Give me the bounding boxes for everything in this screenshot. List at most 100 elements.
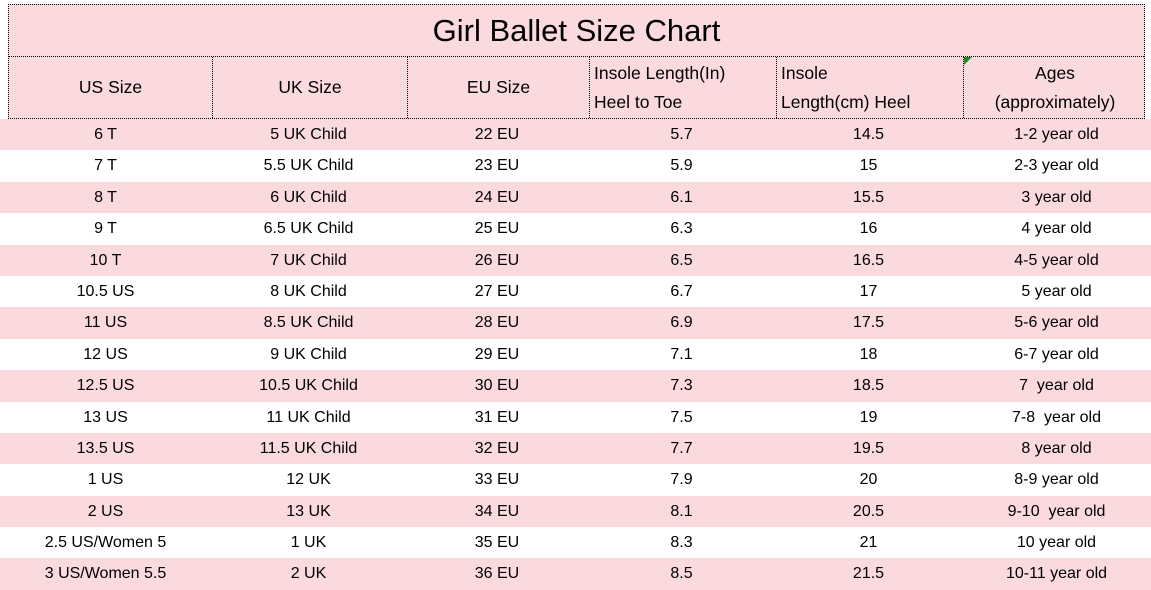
table-cell: 19.5: [852, 439, 885, 457]
table-cell: 8.5: [670, 565, 693, 583]
table-cell: 36 EU: [474, 565, 520, 583]
table-cell: 7-8 year old: [1012, 408, 1101, 426]
table-cell: 8-9 year old: [1014, 471, 1099, 489]
table-cell: 10 T: [89, 251, 122, 269]
table-cell: 4-5 year old: [1014, 251, 1099, 269]
table-cell: 21: [859, 534, 878, 552]
table-cell: 12 UK: [286, 471, 331, 489]
table-row: 7 T 5.5 UK Child 23 EU 5.9 15 2-3 year old: [0, 150, 1151, 182]
header-cell: EU Size: [407, 57, 589, 118]
table-cell: 7.7: [670, 439, 693, 457]
table-cell: 5.5 UK Child: [263, 157, 354, 175]
table-cell: 20: [859, 471, 878, 489]
table-row: 9 T 6.5 UK Child 25 EU 6.3 16 4 year old: [0, 213, 1151, 245]
table-cell: 6-7 year old: [1014, 345, 1099, 363]
table-cell: 8 T: [94, 188, 117, 206]
table-row: 12.5 US 10.5 UK Child 30 EU 7.3 18.5 7 year o…: [0, 370, 1151, 402]
table-cell: 4 year old: [1021, 220, 1092, 238]
table-cell: 12 US: [83, 345, 128, 363]
table-cell: 6 T: [94, 126, 117, 143]
table-cell: 2 UK: [290, 565, 327, 583]
table-cell: 7 UK Child: [270, 251, 347, 269]
table-cell: 10 year old: [1016, 534, 1097, 552]
table-cell: 18: [859, 345, 878, 363]
table-cell: 33 EU: [474, 471, 520, 489]
header-cell: Ages (approximately): [963, 57, 1146, 118]
table-cell: 8 UK Child: [270, 282, 347, 300]
table-cell: 16: [859, 220, 878, 238]
table-cell: 27 EU: [474, 282, 520, 300]
table-cell: 13.5 US: [76, 439, 135, 457]
table-cell: 7 year old: [1019, 377, 1094, 395]
table-cell: 14.5: [852, 126, 885, 143]
table-cell: 2.5 US/Women 5: [44, 534, 167, 552]
table-cell: 6 UK Child: [270, 188, 347, 206]
table-cell: 7 T: [94, 157, 117, 175]
table-cell: 7.9: [670, 471, 693, 489]
table-cell: 22 EU: [474, 126, 520, 143]
header-label: US Size: [78, 77, 143, 97]
table-cell: 5.9: [670, 157, 693, 175]
table-row: 13 US 11 UK Child 31 EU 7.5 19 7-8 year old: [0, 401, 1151, 433]
table-cell: 6.5 UK Child: [263, 220, 354, 238]
table-cell: 2-3 year old: [1014, 157, 1099, 175]
table-cell: 30 EU: [474, 377, 520, 395]
table-row: 2.5 US/Women 5 1 UK 35 EU 8.3 21 10 year old: [0, 527, 1151, 559]
table-cell: 8.1: [670, 502, 693, 520]
header-label: Insole Length(In): [594, 62, 726, 83]
table-head-block: Girl Ballet Size Chart US Size UK Size EU …: [8, 4, 1145, 119]
table-cell: 18.5: [852, 377, 885, 395]
table-cell: 29 EU: [474, 345, 520, 363]
table-cell: 2 US: [87, 502, 124, 520]
table-cell: 10.5 UK Child: [259, 377, 358, 395]
table-cell: 11 US: [83, 314, 128, 332]
table-cell: 34 EU: [474, 502, 520, 520]
header-cell: US Size: [9, 57, 212, 118]
table-cell: 8 year old: [1021, 439, 1092, 457]
header-label: (approximately): [994, 91, 1116, 112]
table-cell: 25 EU: [474, 220, 520, 238]
table-cell: 3 year old: [1021, 188, 1092, 206]
table-cell: 6.3: [670, 220, 693, 238]
table-cell: 6.1: [670, 188, 693, 206]
table-cell: 10-11 year old: [1005, 565, 1108, 583]
header-cell: UK Size: [212, 57, 407, 118]
table-row: 11 US 8.5 UK Child 28 EU 6.9 17.5 5-6 year ol…: [0, 307, 1151, 339]
table-cell: 3 US/Women 5.5: [44, 565, 167, 583]
table-cell: 1 UK: [290, 534, 327, 552]
table-cell: 31 EU: [474, 408, 520, 426]
table-cell: 8.3: [670, 534, 693, 552]
table-cell: 1-2 year old: [1014, 126, 1099, 143]
header-label: Heel to Toe: [594, 91, 683, 112]
table-row: 8 T 6 UK Child 24 EU 6.1 15.5 3 year old: [0, 181, 1151, 214]
table-cell: 28 EU: [474, 314, 520, 332]
table-cell: 7.5: [670, 408, 693, 426]
table-cell: 6.5: [670, 251, 693, 269]
header-label: EU Size: [466, 77, 531, 97]
table-cell: 5-6 year old: [1014, 314, 1099, 332]
table-cell: 13 US: [83, 408, 128, 426]
header-label: UK Size: [278, 77, 342, 97]
table-cell: 7.1: [670, 345, 693, 363]
table-cell: 9 T: [94, 220, 117, 238]
table-cell: 32 EU: [474, 439, 520, 457]
table-row: 10 T 7 UK Child 26 EU 6.5 16.5 4-5 year old: [0, 244, 1151, 276]
table-cell: 17.5: [852, 314, 885, 332]
table-row: 10.5 US 8 UK Child 27 EU 6.7 17 5 year old: [0, 275, 1151, 308]
table-cell: 10.5 US: [76, 282, 135, 300]
table-row: 3 US/Women 5.5 2 UK 36 EU 8.5 21.5 10-11 year…: [0, 558, 1151, 590]
table-cell: 15: [859, 157, 878, 175]
table-cell: 8.5 UK Child: [263, 314, 354, 332]
table-cell: 9-10 year old: [1007, 502, 1106, 520]
header-label: Insole: [781, 62, 828, 83]
header-label: Length(cm) Heel: [781, 91, 911, 112]
table-cell: 1 US: [87, 471, 124, 489]
table-row: 13.5 US 11.5 UK Child 32 EU 7.7 19.5 8 year o…: [0, 432, 1151, 465]
table-cell: 12.5 US: [76, 377, 135, 395]
table-row: 12 US 9 UK Child 29 EU 7.1 18 6-7 year old: [0, 338, 1151, 371]
table-cell: 20.5: [852, 502, 885, 520]
table-body: 6 T 5 UK Child 22 EU 5.7 14.5 1-2 year old 7 T…: [0, 119, 1151, 590]
table-cell: 6.9: [670, 314, 693, 332]
table-row: 6 T 5 UK Child 22 EU 5.7 14.5 1-2 year old: [0, 119, 1151, 151]
